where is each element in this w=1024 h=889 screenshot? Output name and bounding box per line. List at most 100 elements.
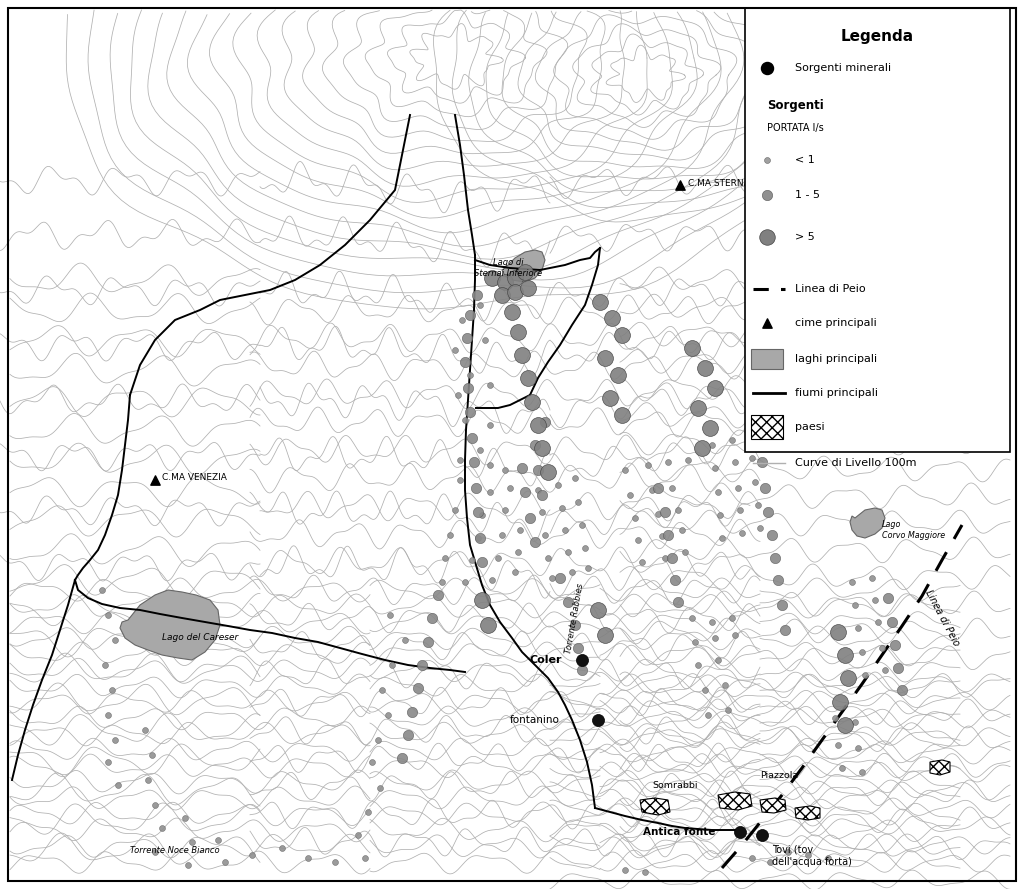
Point (759, 60, 775, 75)
Point (866, 593, 883, 607)
Point (622, 488, 638, 502)
Point (687, 635, 703, 649)
Point (430, 588, 446, 602)
Point (680, 453, 696, 467)
Point (877, 663, 893, 677)
Text: paesi: paesi (795, 422, 824, 432)
Point (504, 305, 520, 319)
Point (580, 561, 596, 575)
Point (590, 713, 606, 727)
Point (414, 658, 430, 672)
Point (884, 615, 900, 629)
Point (482, 485, 499, 499)
Polygon shape (718, 792, 752, 810)
Point (146, 473, 163, 487)
Point (590, 603, 606, 617)
Point (497, 275, 513, 289)
Point (644, 483, 660, 497)
Point (703, 438, 720, 453)
Point (526, 438, 543, 453)
Point (690, 401, 707, 415)
Point (350, 828, 367, 842)
Point (526, 535, 543, 549)
Point (472, 531, 488, 545)
Polygon shape (930, 760, 950, 775)
Point (470, 505, 486, 519)
Point (659, 455, 676, 469)
Point (750, 498, 766, 512)
Point (460, 380, 476, 395)
Point (627, 511, 643, 525)
Point (146, 845, 163, 859)
Point (564, 565, 581, 579)
Point (826, 711, 843, 725)
Point (684, 611, 700, 625)
Point (382, 608, 398, 622)
Point (137, 723, 154, 737)
Point (462, 404, 478, 419)
Point (724, 433, 740, 447)
Point (567, 618, 584, 632)
Point (489, 551, 506, 565)
Point (727, 628, 743, 642)
Text: Linea di Peio: Linea di Peio (795, 284, 865, 294)
Point (300, 851, 316, 865)
Point (746, 475, 763, 489)
Point (470, 531, 486, 545)
Point (483, 573, 500, 587)
Point (512, 523, 528, 537)
Point (514, 348, 530, 362)
Point (560, 595, 577, 609)
Point (110, 778, 126, 792)
Point (374, 683, 390, 697)
Point (540, 465, 556, 479)
Text: Lago di
Sternai Inferiore: Lago di Sternai Inferiore (474, 258, 542, 278)
Point (854, 765, 870, 779)
Point (459, 331, 475, 345)
Text: Lago del Careser: Lago del Careser (162, 634, 239, 643)
Point (732, 503, 749, 517)
Point (474, 555, 490, 569)
Point (522, 511, 539, 525)
Point (724, 611, 740, 625)
Point (94, 583, 111, 597)
Point (510, 324, 526, 339)
Point (759, 188, 775, 202)
Point (424, 611, 440, 625)
Point (730, 481, 746, 495)
Point (634, 555, 650, 569)
Point (454, 313, 470, 327)
Text: Curve di Livello 100m: Curve di Livello 100m (795, 458, 916, 468)
Polygon shape (760, 798, 786, 813)
Point (630, 533, 646, 547)
Point (457, 412, 473, 427)
Point (514, 461, 530, 475)
Text: laghi principali: laghi principali (795, 354, 878, 364)
Point (764, 528, 780, 542)
Point (873, 641, 890, 655)
Point (707, 631, 723, 645)
Point (616, 463, 633, 477)
Text: < 1: < 1 (795, 155, 815, 165)
Bar (751, 415, 783, 439)
Point (534, 505, 550, 519)
Point (684, 340, 700, 355)
Point (457, 355, 473, 369)
Point (610, 368, 627, 382)
Point (664, 481, 680, 495)
Point (837, 718, 853, 733)
Text: Linea di Peio: Linea di Peio (923, 589, 961, 648)
Point (696, 683, 713, 697)
Point (717, 678, 733, 693)
Text: fiumi principali: fiumi principali (795, 388, 878, 398)
Point (472, 298, 488, 312)
Point (712, 508, 728, 522)
Point (143, 748, 160, 762)
Point (834, 761, 850, 775)
Point (741, 431, 758, 445)
Point (397, 633, 414, 647)
Point (540, 551, 556, 565)
Text: Tovi (tov
dell'acqua forta): Tovi (tov dell'acqua forta) (772, 845, 852, 868)
Point (696, 361, 713, 375)
Point (754, 828, 770, 842)
